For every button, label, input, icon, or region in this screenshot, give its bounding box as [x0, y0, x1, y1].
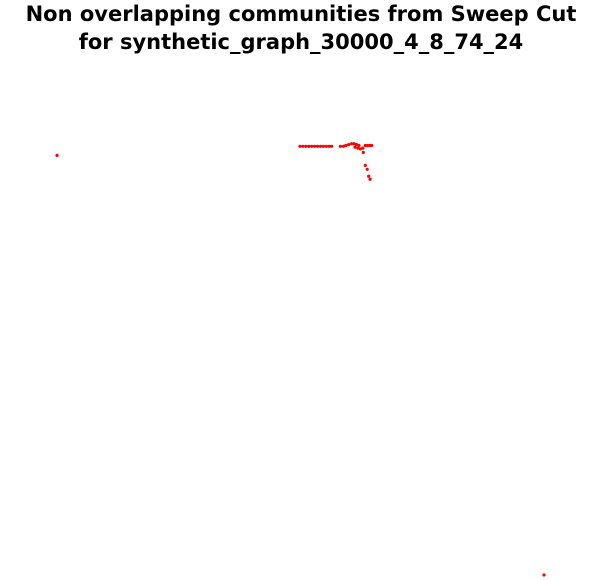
data-point	[55, 153, 59, 157]
data-point	[542, 573, 546, 577]
data-point	[365, 167, 369, 171]
data-point	[330, 144, 334, 148]
data-point	[368, 177, 372, 181]
data-point	[327, 144, 331, 148]
chart-title-line-2: for synthetic_graph_30000_4_8_74_24	[78, 30, 524, 54]
data-point	[321, 144, 325, 148]
chart-title: Non overlapping communities from Sweep C…	[0, 0, 602, 56]
data-points	[55, 142, 546, 577]
data-point	[366, 143, 370, 148]
data-point	[356, 146, 360, 150]
data-point	[363, 163, 367, 167]
data-point	[350, 142, 354, 146]
data-point	[310, 144, 314, 148]
data-point	[361, 150, 365, 154]
data-point	[301, 144, 305, 148]
data-point	[354, 143, 359, 147]
data-point	[304, 144, 308, 148]
data-point	[344, 143, 348, 148]
data-point	[318, 144, 323, 148]
data-point	[324, 144, 328, 148]
data-point	[338, 144, 342, 148]
data-point	[361, 146, 365, 150]
data-point	[353, 145, 357, 149]
chart-title-line-1: Non overlapping communities from Sweep C…	[25, 2, 577, 26]
data-point	[347, 143, 351, 147]
data-point	[313, 144, 317, 148]
data-point	[307, 144, 311, 148]
data-point	[370, 143, 374, 148]
data-point	[352, 142, 356, 146]
data-point	[298, 144, 302, 148]
data-point	[315, 144, 320, 148]
data-point	[357, 143, 361, 148]
data-point	[363, 143, 367, 148]
data-point	[367, 174, 371, 178]
